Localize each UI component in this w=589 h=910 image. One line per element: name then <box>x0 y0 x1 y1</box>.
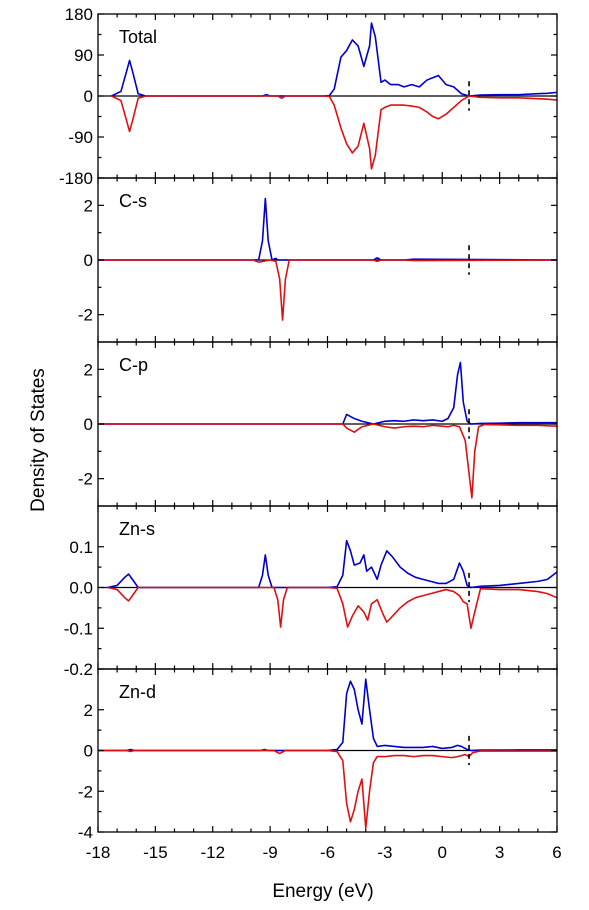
panel-label: Zn-s <box>119 519 155 539</box>
y-tick-label: 0 <box>84 742 93 761</box>
x-axis-title: Energy (eV) <box>272 881 373 902</box>
spin-up-curve <box>98 678 557 752</box>
x-tick-label: -15 <box>143 843 168 862</box>
y-tick-label: 2 <box>84 701 93 720</box>
y-tick-label: -2 <box>78 782 93 801</box>
y-tick-label: 180 <box>65 5 93 24</box>
x-tick-label: -6 <box>320 843 335 862</box>
x-tick-label: 0 <box>438 843 447 862</box>
y-tick-label: -90 <box>68 128 93 147</box>
spin-up-curve <box>107 539 558 589</box>
y-tick-label: 0 <box>84 87 93 106</box>
panel-label: C-p <box>119 355 148 375</box>
y-tick-label: -180 <box>59 169 93 188</box>
x-tick-label: -3 <box>377 843 392 862</box>
y-tick-label: 90 <box>74 46 93 65</box>
panels-layer: 180 90 0 -90 -180 Total 2 0 -2 C-s 2 0 -2 C-p 0.1 0.0 -0… <box>59 5 558 842</box>
spin-down-curve <box>98 423 558 499</box>
spin-up-curve <box>98 197 558 261</box>
x-tick-label: 6 <box>552 843 561 862</box>
y-tick-label: -2 <box>78 470 93 489</box>
x-tick-label: 3 <box>495 843 504 862</box>
y-tick-label: -0.1 <box>64 619 93 638</box>
spin-down-curve <box>98 749 557 829</box>
x-tick-label: -9 <box>263 843 278 862</box>
spin-up-curve <box>111 22 558 97</box>
y-tick-label: -2 <box>78 306 93 325</box>
y-tick-label: 0.1 <box>69 538 93 557</box>
panel-total: 180 90 0 -90 -180 Total <box>59 5 558 188</box>
y-tick-label: 2 <box>84 196 93 215</box>
panel-c-s: 2 0 -2 C-s <box>78 177 558 343</box>
panel-zn-s: 0.1 0.0 -0.1 -0.2 Zn-s <box>64 505 558 679</box>
panel-label: Total <box>119 27 157 47</box>
spin-down-curve <box>107 586 558 630</box>
spin-up-curve <box>98 361 557 425</box>
panel-label: C-s <box>119 191 147 211</box>
x-tick-label: -18 <box>86 843 111 862</box>
y-axis-title: Density of States <box>28 368 49 512</box>
panel-zn-d: 2 0 -2 -4 Zn-d <box>78 668 558 842</box>
spin-down-curve <box>111 95 558 170</box>
x-tick-label: -12 <box>200 843 225 862</box>
x-axis: -18 -15 -12 -9 -6 -3 0 3 6 <box>86 843 562 862</box>
y-tick-label: -0.2 <box>64 660 93 679</box>
panel-label: Zn-d <box>119 682 156 702</box>
spin-down-curve <box>98 259 558 321</box>
y-tick-label: 0.0 <box>69 579 93 598</box>
y-tick-label: 0 <box>84 251 93 270</box>
y-tick-label: -4 <box>78 823 93 842</box>
panel-c-p: 2 0 -2 C-p <box>78 341 558 507</box>
y-tick-label: 0 <box>84 415 93 434</box>
y-tick-label: 2 <box>84 360 93 379</box>
